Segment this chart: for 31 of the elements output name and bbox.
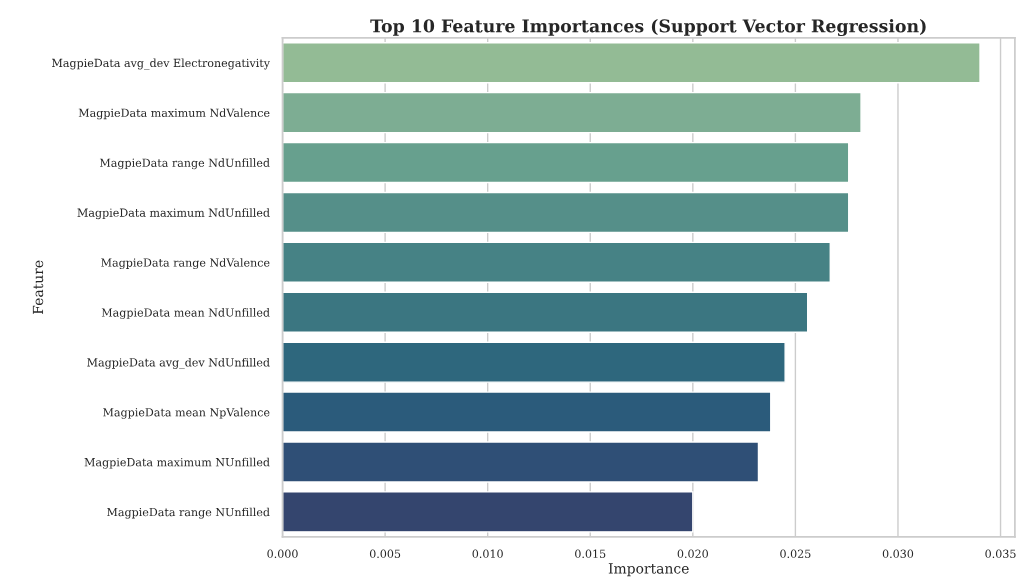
y-tick-label: MagpieData maximum NdUnfilled <box>77 208 270 220</box>
y-tick-label: MagpieData range NUnfilled <box>107 507 270 519</box>
y-tick-label: MagpieData range NdUnfilled <box>99 158 270 170</box>
bar <box>282 191 850 234</box>
y-tick-label: MagpieData maximum NUnfilled <box>84 457 270 469</box>
y-tick-label: MagpieData mean NpValence <box>103 407 270 419</box>
y-tick-label: MagpieData maximum NdValence <box>78 108 270 120</box>
chart-title: Top 10 Feature Importances (Support Vector Regression) <box>370 19 926 37</box>
y-axis-title: Feature <box>32 260 44 314</box>
bar <box>282 441 760 483</box>
x-tick-label: 0.025 <box>780 549 811 558</box>
y-tick-label: MagpieData range NdValence <box>101 258 270 270</box>
x-tick-label: 0.020 <box>677 549 708 558</box>
x-tick-label: 0.010 <box>472 549 503 558</box>
bar <box>282 391 772 433</box>
x-tick-label: 0.015 <box>575 549 606 558</box>
bar <box>282 141 850 184</box>
bar <box>282 241 831 284</box>
x-tick-label: 0.005 <box>369 549 401 558</box>
bar <box>282 491 694 533</box>
bar <box>282 91 862 134</box>
bar <box>282 42 981 84</box>
x-tick-label: 0.035 <box>985 549 1016 558</box>
x-tick-label: 0.030 <box>882 549 914 558</box>
y-tick-label: MagpieData mean NdUnfilled <box>101 308 270 319</box>
x-tick-label: 0.000 <box>267 549 298 558</box>
bar <box>282 291 809 333</box>
y-tick-label: MagpieData avg_dev Electronegativity <box>52 58 270 70</box>
y-tick-label: MagpieData avg_dev NdUnfilled <box>87 357 270 370</box>
x-axis-title: Importance <box>608 563 689 577</box>
bar <box>282 341 786 383</box>
